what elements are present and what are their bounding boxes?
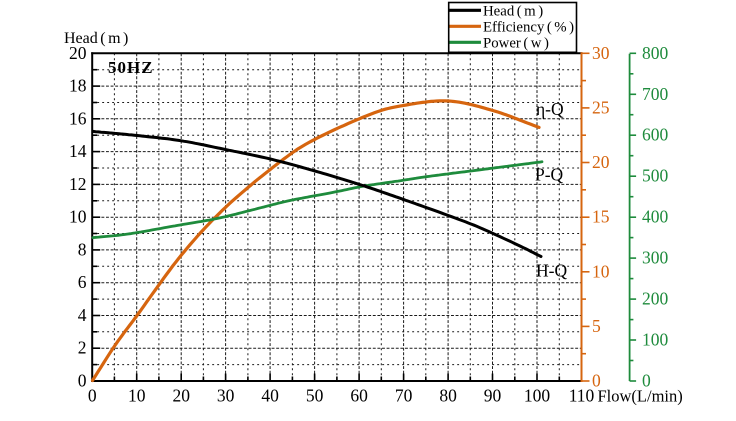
- svg-text:300: 300: [642, 248, 669, 268]
- svg-text:12: 12: [69, 174, 87, 194]
- svg-text:8: 8: [78, 239, 87, 259]
- svg-text:10: 10: [69, 207, 87, 227]
- svg-text:18: 18: [69, 76, 87, 96]
- svg-text:50HZ: 50HZ: [108, 58, 154, 77]
- svg-text:Flow(L/min): Flow(L/min): [598, 387, 683, 406]
- svg-text:50: 50: [306, 386, 324, 406]
- svg-text:4: 4: [78, 305, 87, 325]
- svg-text:30: 30: [592, 43, 610, 63]
- svg-text:20: 20: [592, 152, 610, 172]
- svg-text:Power(w): Power(w): [483, 36, 549, 52]
- svg-text:14: 14: [69, 141, 87, 161]
- svg-text:2: 2: [78, 338, 87, 358]
- svg-text:100: 100: [524, 386, 551, 406]
- svg-text:Head(m): Head(m): [483, 4, 543, 20]
- svg-text:10: 10: [128, 386, 146, 406]
- svg-text:70: 70: [395, 386, 413, 406]
- svg-text:15: 15: [592, 207, 610, 227]
- svg-text:H-Q: H-Q: [536, 261, 567, 281]
- svg-text:0: 0: [642, 371, 651, 391]
- svg-text:20: 20: [69, 43, 87, 63]
- svg-text:400: 400: [642, 207, 669, 227]
- svg-text:0: 0: [78, 371, 87, 391]
- svg-text:6: 6: [78, 272, 87, 292]
- svg-text:800: 800: [642, 43, 669, 63]
- svg-text:5: 5: [592, 316, 601, 336]
- svg-text:20: 20: [172, 386, 190, 406]
- svg-text:40: 40: [261, 386, 279, 406]
- svg-text:600: 600: [642, 125, 669, 145]
- svg-text:η-Q: η-Q: [536, 99, 564, 119]
- svg-text:700: 700: [642, 84, 669, 104]
- svg-text:110: 110: [569, 386, 595, 406]
- svg-text:Head(m): Head(m): [64, 30, 128, 47]
- svg-text:60: 60: [350, 386, 368, 406]
- svg-text:500: 500: [642, 166, 669, 186]
- svg-text:10: 10: [592, 261, 610, 281]
- svg-text:16: 16: [69, 108, 87, 128]
- svg-text:P-Q: P-Q: [535, 165, 564, 185]
- svg-text:90: 90: [484, 386, 502, 406]
- svg-text:80: 80: [439, 386, 457, 406]
- svg-text:Efficiency(%): Efficiency(%): [483, 20, 574, 36]
- svg-text:30: 30: [217, 386, 235, 406]
- svg-text:0: 0: [88, 386, 97, 406]
- svg-text:100: 100: [642, 330, 669, 350]
- svg-text:200: 200: [642, 289, 669, 309]
- svg-text:25: 25: [592, 97, 610, 117]
- svg-text:0: 0: [592, 371, 601, 391]
